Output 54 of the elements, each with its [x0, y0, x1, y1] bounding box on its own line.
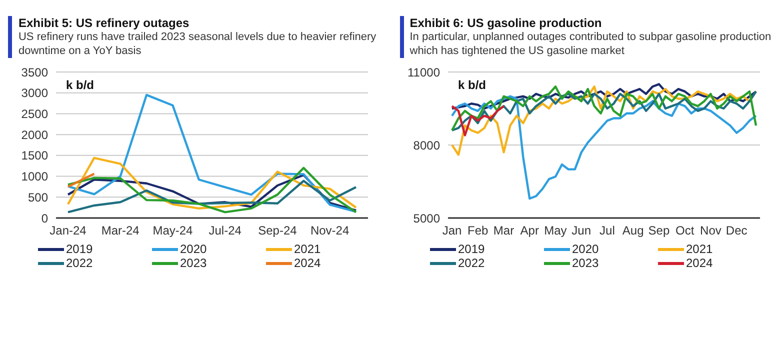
line-series	[450, 95, 758, 200]
line-series	[66, 174, 358, 212]
y-tick-label: 1500	[21, 148, 48, 163]
line-series	[66, 156, 358, 210]
y-tick-label: 3000	[21, 86, 48, 100]
legend-label: 2022	[66, 256, 93, 270]
y-tick-label: 8000	[413, 138, 440, 152]
line-series	[66, 94, 358, 213]
legend-label: 2019	[458, 242, 485, 256]
y-tick-label: 3500	[21, 65, 48, 80]
x-tick-label: Jul-24	[208, 224, 242, 238]
line-series	[66, 180, 358, 214]
x-tick-label: May-24	[152, 224, 194, 238]
y-tick-label: 2000	[21, 128, 48, 142]
x-tick-label: Apr	[520, 224, 539, 238]
legend-label: 2020	[572, 242, 599, 256]
x-tick-label: Nov	[700, 224, 722, 238]
y-tick-label: 2500	[21, 106, 48, 121]
legend-label: 2019	[66, 242, 93, 256]
x-tick-label: Mar	[493, 224, 514, 238]
legend-label: 2023	[572, 256, 599, 270]
y-tick-label: 0	[41, 211, 48, 226]
x-tick-label: Mar-24	[101, 224, 140, 238]
legend-label: 2022	[458, 256, 485, 270]
x-tick-label: Jan	[442, 224, 462, 238]
legend-label: 2024	[294, 256, 321, 270]
x-tick-label: Aug	[622, 224, 644, 238]
x-tick-label: Jul	[600, 224, 615, 238]
y-tick-label: 11000	[408, 65, 440, 80]
line-series	[66, 166, 358, 214]
x-tick-label: Dec	[726, 224, 748, 238]
x-tick-label: Jan-24	[50, 224, 87, 238]
y-tick-label: 5000	[413, 211, 440, 226]
y-axis-title: k b/d	[458, 78, 486, 92]
legend-label: 2021	[294, 242, 321, 256]
chart-title: Exhibit 5: US refinery outages	[18, 16, 190, 30]
x-tick-label: Jun	[572, 224, 592, 238]
x-tick-label: May	[544, 224, 567, 238]
legend-label: 2023	[180, 256, 207, 270]
chart-subtitle: US refinery runs have trailed 2023 seasonal levels due to heavier refinery downtime on a YoY basis	[18, 30, 378, 58]
y-tick-label: 1000	[21, 170, 48, 184]
legend-label: 2024	[686, 256, 713, 270]
legend-label: 2021	[686, 242, 713, 256]
legend-label: 2020	[180, 242, 207, 256]
x-tick-label: Sep	[648, 224, 670, 238]
x-tick-label: Nov-24	[310, 224, 350, 238]
chart-subtitle: In particular, unplanned outages contributed to subpar gasoline production which has tightened the US gasoline market	[410, 30, 772, 58]
chart-title: Exhibit 6: US gasoline production	[410, 16, 603, 30]
x-tick-label: Oct	[676, 224, 695, 238]
y-tick-label: 500	[28, 190, 48, 204]
y-axis-title: k b/d	[66, 78, 94, 92]
x-tick-label: Feb	[468, 224, 489, 238]
line-series	[450, 104, 505, 136]
x-tick-label: Sep-24	[258, 224, 298, 238]
